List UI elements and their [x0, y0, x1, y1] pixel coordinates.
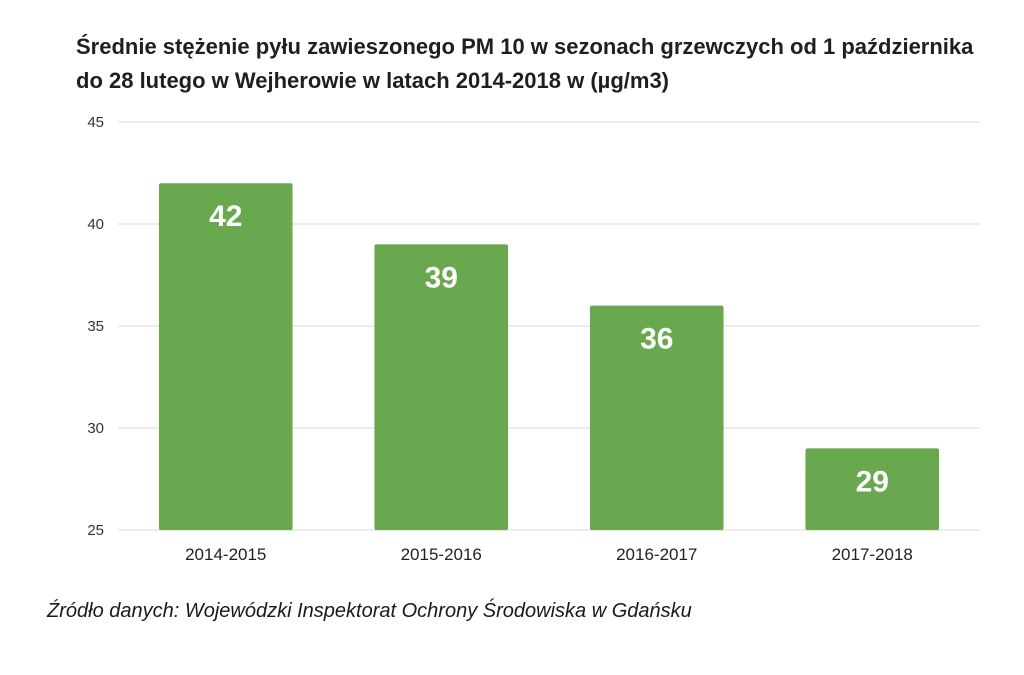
data-label: 36	[640, 323, 673, 356]
bars	[158, 183, 940, 530]
data-label: 42	[209, 200, 242, 233]
x-tick-label: 2015-2016	[401, 545, 482, 564]
y-tick-label: 40	[87, 216, 104, 233]
x-tick-label: 2016-2017	[616, 545, 697, 564]
y-tick-label: 35	[87, 318, 104, 335]
bar	[158, 183, 293, 530]
bar	[374, 244, 509, 530]
y-tick-label: 25	[87, 522, 104, 539]
y-tick-label: 30	[87, 420, 104, 437]
source-note: Źródło danych: Wojewódzki Inspektorat Oc…	[47, 600, 692, 622]
data-label: 39	[425, 261, 458, 294]
bar	[589, 305, 724, 530]
bar	[805, 448, 940, 530]
chart-title: Średnie stężenie pyłu zawieszonego PM 10…	[76, 34, 974, 93]
y-tick-label: 45	[87, 114, 104, 131]
labels: 25 30 35 40 45 42 2014-2015 39 2015-2016 36 2016-2…	[87, 114, 913, 564]
x-tick-label: 2014-2015	[185, 545, 266, 564]
x-tick-label: 2017-2018	[832, 545, 913, 564]
data-label: 29	[856, 465, 889, 498]
